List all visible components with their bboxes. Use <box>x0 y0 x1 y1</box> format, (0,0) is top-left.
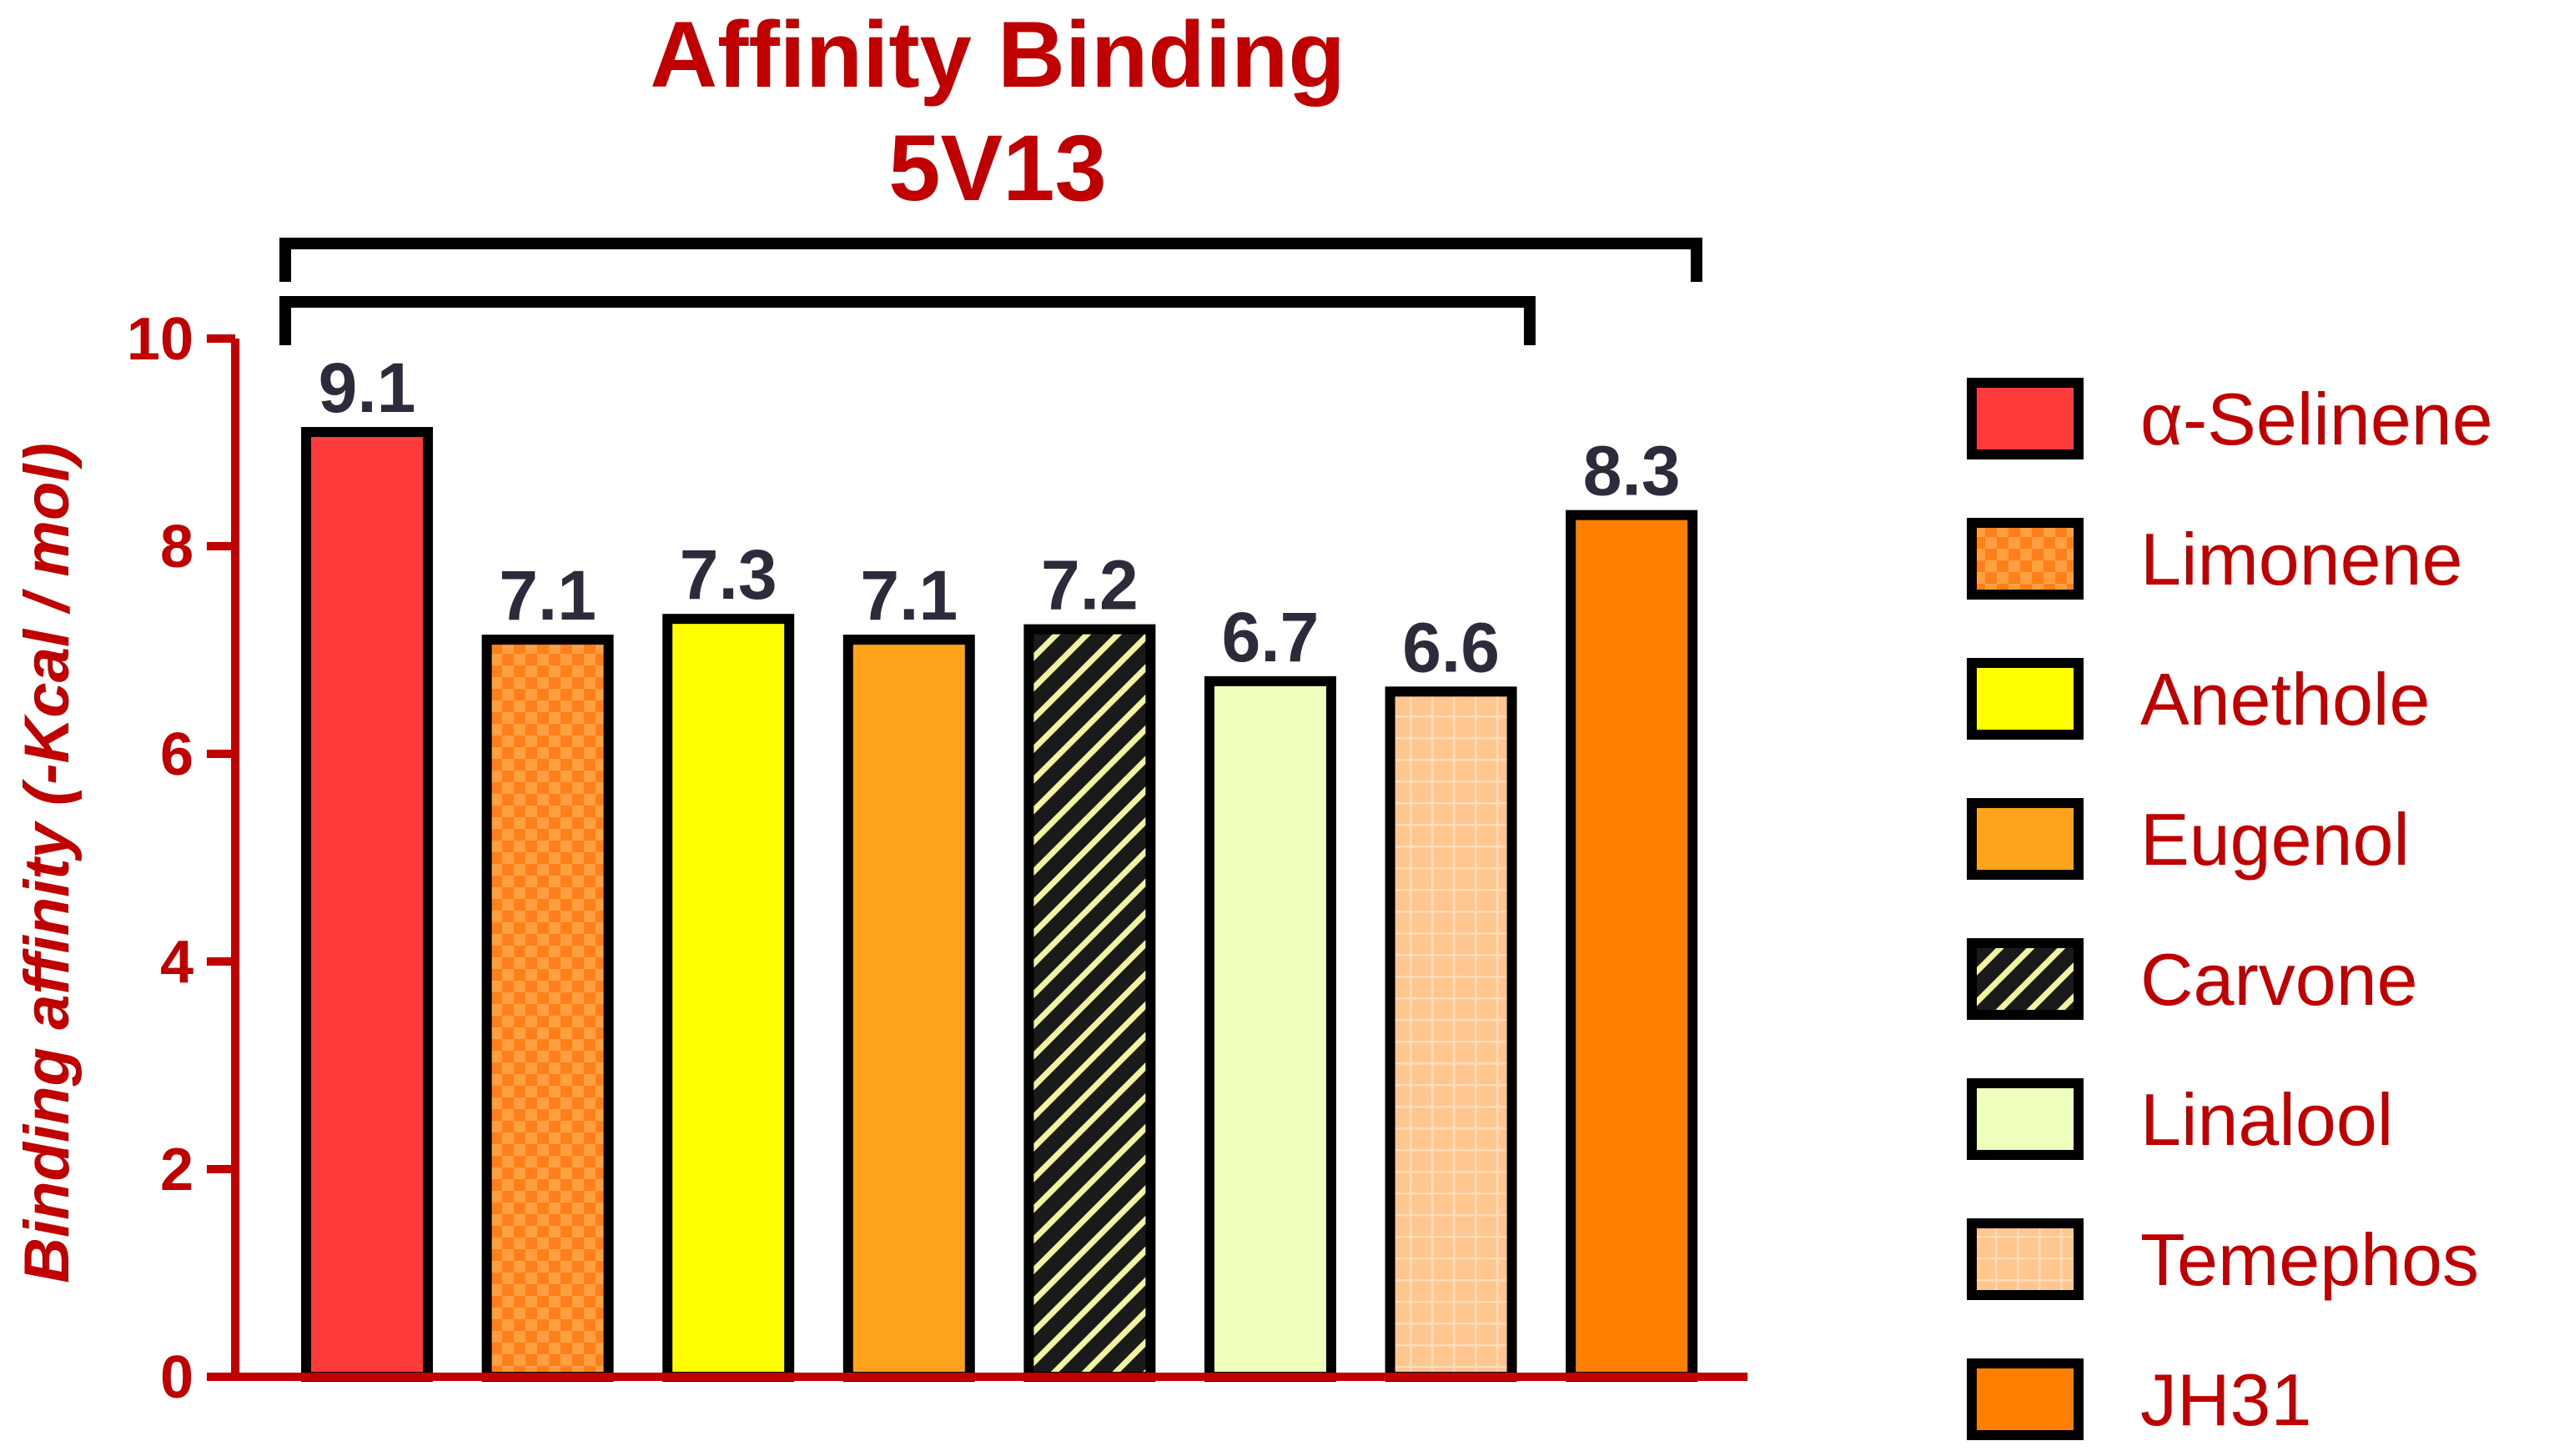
bars <box>301 427 1698 1382</box>
value-label-2: 7.3 <box>680 535 777 614</box>
legend-label-7: JH31 <box>2140 1358 2311 1441</box>
value-label-3: 7.1 <box>860 556 958 635</box>
y-tick-label: 4 <box>160 929 194 996</box>
legend-label-6: Temephos <box>2140 1218 2479 1301</box>
legend-swatch-6 <box>1967 1218 2084 1300</box>
y-tick-label: 0 <box>160 1344 194 1411</box>
bar-5 <box>1204 675 1336 1382</box>
legend-swatch-4 <box>1967 938 2084 1020</box>
value-label-4: 7.2 <box>1041 546 1139 625</box>
legend-label-5: Linalool <box>2140 1078 2393 1161</box>
y-axis: 0 2 4 6 8 10 <box>127 306 235 1411</box>
bar-7 <box>1566 510 1698 1382</box>
bar-0 <box>301 427 433 1382</box>
significance-bracket-inner <box>279 296 1536 345</box>
significance-bracket-outer <box>279 238 1702 282</box>
legend-label-2: Anethole <box>2140 658 2430 741</box>
y-tick-label: 2 <box>160 1137 194 1203</box>
y-tick-label: 6 <box>160 721 194 788</box>
value-labels: 9.1 7.1 7.3 7.1 7.2 6.7 6.6 8.3 <box>319 349 1681 686</box>
bar-1 <box>481 635 614 1382</box>
legend-label-3: Eugenol <box>2140 798 2410 881</box>
legend-label-1: Limonene <box>2140 518 2463 600</box>
chart-subtitle: 5V13 <box>888 116 1107 220</box>
legend-label-0: α-Selinene <box>2140 378 2493 460</box>
bar-2 <box>662 614 795 1382</box>
value-label-0: 9.1 <box>319 349 416 427</box>
legend-swatch-0 <box>1967 378 2084 459</box>
legend-swatch-7 <box>1967 1358 2084 1440</box>
chart-title: Affinity Binding <box>650 3 1345 107</box>
bar-4 <box>1023 624 1156 1382</box>
y-axis-label: Binding affinity (-Kcal / mol) <box>12 443 83 1283</box>
bar-6 <box>1385 686 1517 1382</box>
y-tick-label: 10 <box>127 306 194 373</box>
value-label-5: 6.7 <box>1222 598 1320 676</box>
legend-swatch-5 <box>1967 1078 2084 1160</box>
legend: α-Selinene Limonene Anethole Eugenol Carvone… <box>1967 378 2493 1441</box>
bar-3 <box>842 635 975 1382</box>
value-label-6: 6.6 <box>1402 608 1500 686</box>
y-tick-label: 8 <box>160 514 194 580</box>
value-label-7: 8.3 <box>1583 432 1681 510</box>
legend-swatch-3 <box>1967 798 2084 880</box>
value-label-1: 7.1 <box>499 556 596 635</box>
legend-label-4: Carvone <box>2140 938 2418 1021</box>
legend-swatch-2 <box>1967 658 2084 740</box>
legend-swatch-1 <box>1967 518 2084 600</box>
